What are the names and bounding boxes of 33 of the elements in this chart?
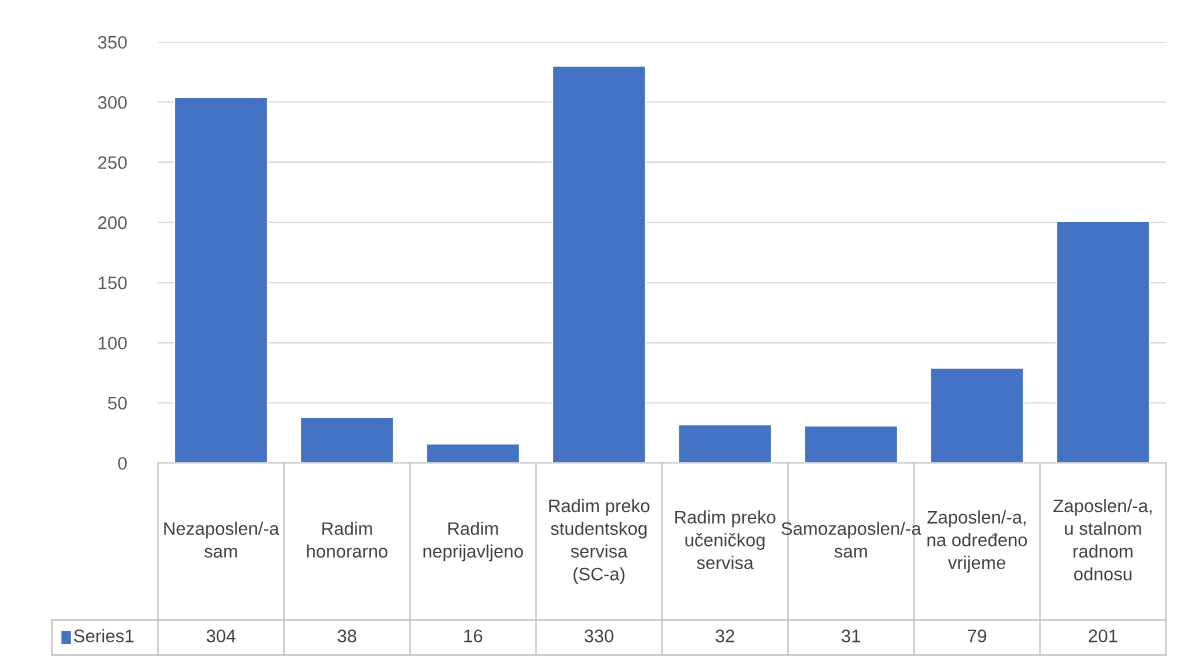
data-label: 32: [715, 629, 735, 643]
y-tick-label: 150: [98, 276, 127, 290]
x-tick-label: Zaposlen/-a, u stalnom radnom odnosu: [1053, 499, 1152, 581]
data-label: 201: [1088, 629, 1118, 643]
x-tick-label: Radim preko učeničkog servisa: [675, 510, 776, 570]
y-tick-label: 50: [108, 396, 127, 410]
bar: [803, 425, 899, 463]
bar: [929, 367, 1025, 463]
y-tick-label: 300: [98, 96, 127, 109]
legend-label: Series1: [73, 629, 134, 643]
y-tick-label: 250: [98, 156, 127, 170]
data-label: 16: [464, 629, 483, 643]
data-label: 38: [337, 629, 357, 643]
bar: [173, 96, 269, 463]
x-tick-label: Zaposlen/-a, na određeno vrijeme: [927, 510, 1027, 573]
x-tick-label: Radim preko studentskog servisa (SC-a): [549, 499, 650, 584]
x-tick-label: Nezaposlen/-a sam: [164, 521, 280, 558]
data-label: 31: [841, 629, 861, 643]
bar: [299, 416, 395, 463]
data-label: 330: [584, 629, 614, 643]
data-label: 79: [967, 629, 987, 643]
data-label: 304: [206, 629, 236, 643]
bar: [551, 65, 647, 463]
y-tick-label: 0: [118, 456, 127, 470]
x-tick-label: Radim neprijavljeno: [423, 521, 523, 562]
x-tick-label: Radim honorarno: [307, 521, 388, 558]
bar: [425, 443, 521, 463]
y-tick-label: 100: [98, 336, 127, 350]
bar: [677, 423, 773, 463]
bar: [1055, 220, 1151, 463]
y-tick-label: 350: [98, 35, 127, 49]
x-tick-label: Samozaposlen/-a sam: [781, 521, 922, 558]
y-tick-label: 200: [98, 216, 127, 230]
